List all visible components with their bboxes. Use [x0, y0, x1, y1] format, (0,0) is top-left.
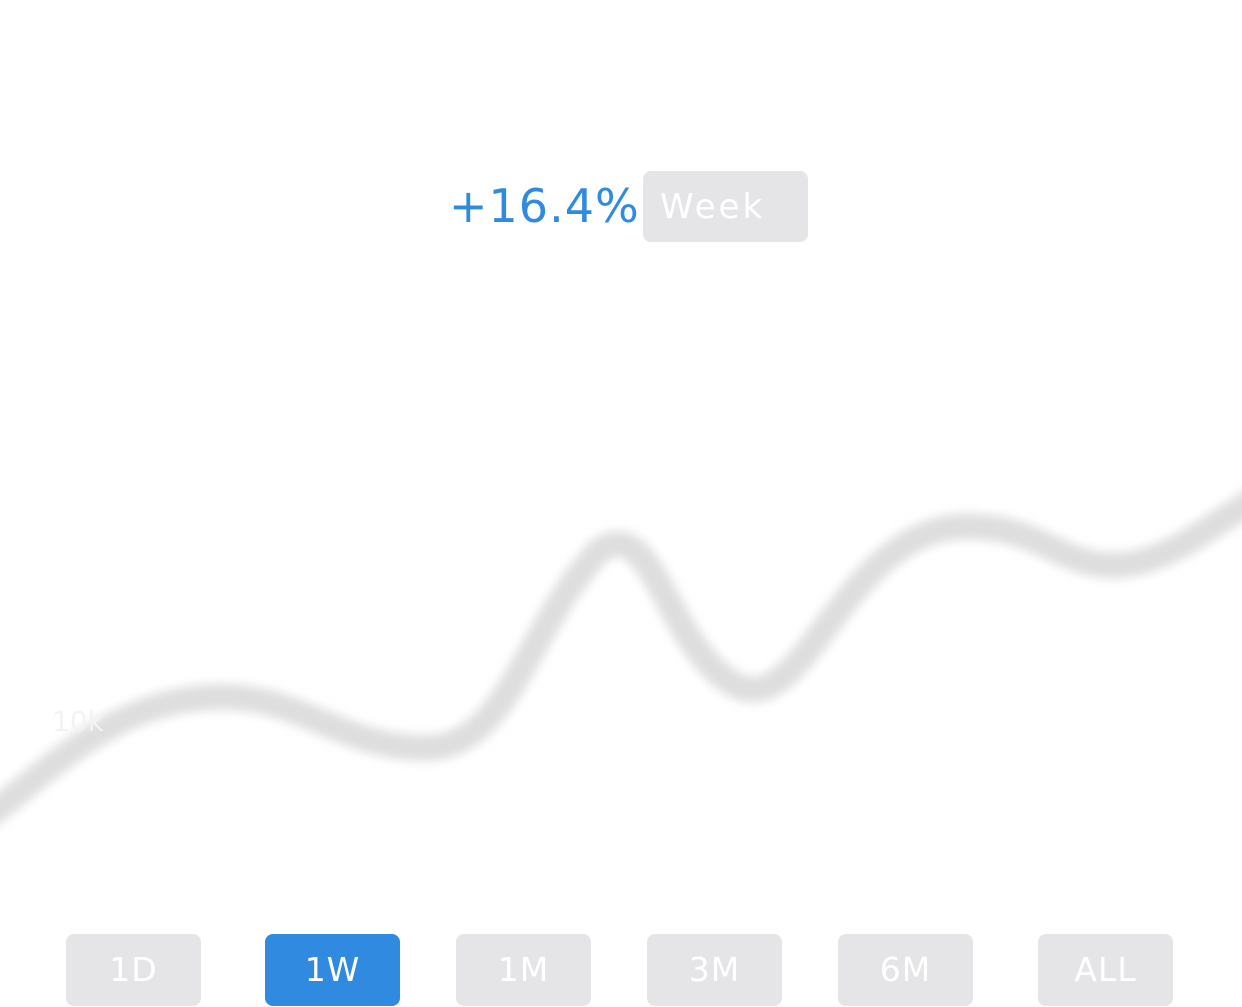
range-1d-button[interactable]: 1D: [66, 934, 201, 1006]
range-3m-button[interactable]: 3M: [647, 934, 782, 1006]
range-1m-button[interactable]: 1M: [456, 934, 591, 1006]
range-6m-button[interactable]: 6M: [838, 934, 973, 1006]
price-line: [0, 492, 1242, 824]
period-badge: Week: [643, 171, 808, 242]
y-axis-tick-label: 10k: [52, 705, 104, 738]
range-all-button[interactable]: ALL: [1038, 934, 1173, 1006]
period-badge-label: Week: [660, 187, 766, 227]
performance-header: +16.4% Week: [0, 170, 1242, 242]
price-chart: 10k: [0, 430, 1242, 850]
time-range-selector: 1D 1W 1M 3M 6M ALL: [0, 934, 1242, 1006]
range-1w-button[interactable]: 1W: [265, 934, 400, 1006]
price-chart-svg: [0, 492, 1242, 824]
percent-change-value: +16.4%: [449, 179, 640, 233]
